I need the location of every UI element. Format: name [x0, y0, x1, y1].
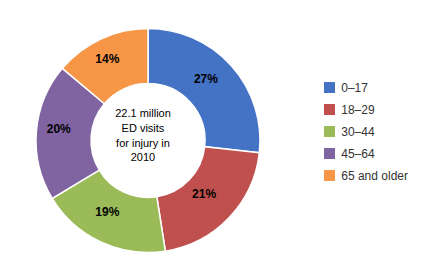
svg-text:27%: 27%: [194, 72, 218, 86]
html-text:22.1 million ED visits for inj: 22.1 million ED visits for injury in 201…: [115, 106, 171, 164]
svg-text:19%: 19%: [95, 205, 119, 219]
html-text:45–64: 45–64: [341, 146, 375, 161]
html-text:30–44: 30–44: [341, 124, 375, 139]
html-text:65 and older: 65 and older: [341, 168, 408, 183]
html-text:18–29: 18–29: [341, 102, 375, 117]
svg-text:21%: 21%: [192, 187, 216, 201]
html-text:0–17: 0–17: [341, 80, 368, 95]
svg-text:14%: 14%: [95, 52, 119, 66]
svg-text:20%: 20%: [47, 122, 71, 136]
